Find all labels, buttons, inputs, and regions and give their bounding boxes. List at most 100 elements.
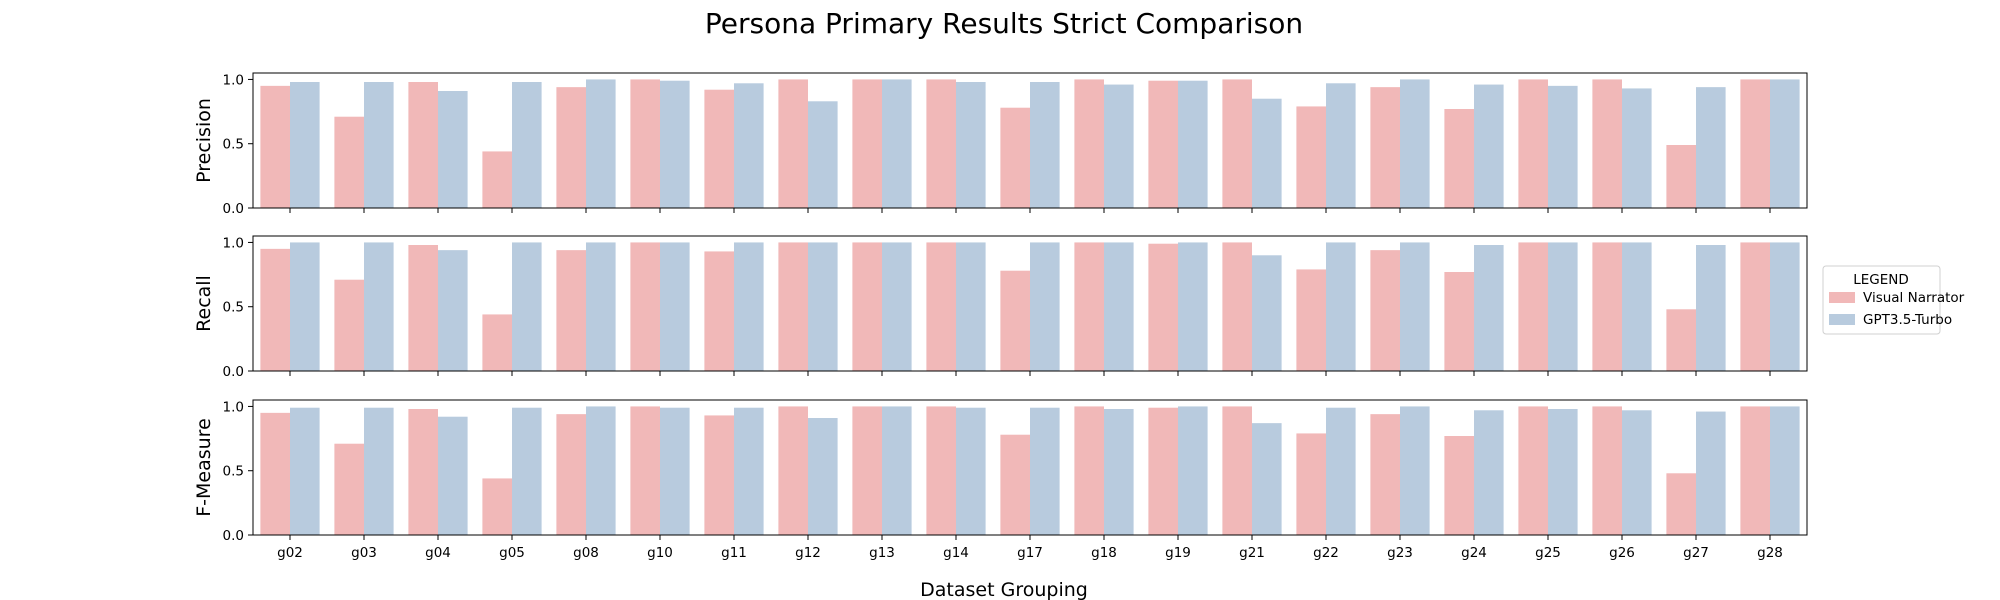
bar-recall-g10-gpt35-turbo [660, 242, 690, 371]
bar-f-measure-g21-visual-narrator [1222, 406, 1252, 535]
y-axis-label-recall: Recall [193, 275, 215, 332]
bar-precision-g02-gpt35-turbo [290, 82, 320, 208]
bar-recall-g11-gpt35-turbo [734, 242, 764, 371]
bar-recall-g12-visual-narrator [778, 242, 808, 371]
bar-recall-g04-gpt35-turbo [438, 250, 468, 371]
x-tick-label-g18: g18 [1091, 545, 1117, 561]
bar-recall-g28-visual-narrator [1740, 242, 1770, 371]
bar-recall-g24-visual-narrator [1444, 272, 1474, 371]
legend-swatch-gpt35-turbo [1829, 314, 1855, 325]
x-tick-label-g02: g02 [277, 545, 303, 561]
bar-recall-g27-visual-narrator [1666, 309, 1696, 371]
bar-f-measure-g26-gpt35-turbo [1622, 410, 1652, 535]
x-tick-label-g25: g25 [1535, 545, 1561, 561]
bar-precision-g19-gpt35-turbo [1178, 80, 1208, 208]
y-tick-label: 1.0 [223, 72, 244, 88]
bar-precision-g21-visual-narrator [1222, 79, 1252, 209]
bar-f-measure-g10-gpt35-turbo [660, 407, 690, 535]
bar-recall-g26-visual-narrator [1592, 242, 1622, 371]
bar-f-measure-g05-visual-narrator [482, 478, 512, 535]
bar-recall-g22-visual-narrator [1296, 269, 1326, 371]
bar-f-measure-g23-gpt35-turbo [1400, 406, 1430, 535]
bar-precision-g25-gpt35-turbo [1548, 85, 1578, 208]
bar-f-measure-g25-gpt35-turbo [1548, 409, 1578, 535]
bar-recall-g04-visual-narrator [408, 245, 438, 371]
bar-precision-g24-visual-narrator [1444, 109, 1474, 208]
bar-f-measure-g27-visual-narrator [1666, 473, 1696, 535]
bar-precision-g24-gpt35-turbo [1474, 84, 1504, 208]
x-tick-label-g11: g11 [721, 545, 747, 561]
x-tick-label-g03: g03 [351, 545, 377, 561]
bar-precision-g23-visual-narrator [1370, 87, 1400, 208]
bar-recall-g28-gpt35-turbo [1770, 242, 1800, 371]
x-tick-label-g27: g27 [1683, 545, 1709, 561]
x-tick-label-g08: g08 [573, 545, 599, 561]
bar-precision-g13-gpt35-turbo [882, 79, 912, 209]
bar-precision-g19-visual-narrator [1148, 80, 1178, 208]
bar-precision-g12-visual-narrator [778, 79, 808, 209]
bar-recall-g25-gpt35-turbo [1548, 242, 1578, 371]
bar-f-measure-g28-visual-narrator [1740, 406, 1770, 535]
bar-recall-g17-gpt35-turbo [1030, 242, 1060, 371]
bar-precision-g27-gpt35-turbo [1696, 87, 1726, 208]
bar-f-measure-g22-gpt35-turbo [1326, 407, 1356, 535]
bar-f-measure-g25-visual-narrator [1518, 406, 1548, 535]
x-tick-label-g19: g19 [1165, 545, 1191, 561]
bar-f-measure-g19-gpt35-turbo [1178, 406, 1208, 535]
bar-f-measure-g23-visual-narrator [1370, 414, 1400, 535]
panel-recall: 0.0 0.5 1.0 Recall [193, 235, 1808, 380]
x-tick-label-g04: g04 [425, 545, 451, 561]
bar-f-measure-g12-gpt35-turbo [808, 418, 838, 535]
bar-recall-g22-gpt35-turbo [1326, 242, 1356, 371]
bar-f-measure-g11-visual-narrator [704, 415, 734, 535]
legend-label-visual-narrator: Visual Narrator [1863, 290, 1965, 306]
bar-precision-g12-gpt35-turbo [808, 101, 838, 208]
bar-precision-g28-visual-narrator [1740, 79, 1770, 209]
bar-recall-g18-visual-narrator [1074, 242, 1104, 371]
bar-precision-g03-gpt35-turbo [364, 82, 394, 208]
bar-recall-g21-visual-narrator [1222, 242, 1252, 371]
panel-f-measure: 0.0 0.5 1.0 g02 g03 g04 g05 g08 g10 g11 g12 g13 g14 g… [193, 399, 1808, 561]
bar-precision-g28-gpt35-turbo [1770, 79, 1800, 209]
x-tick-label-g14: g14 [943, 545, 969, 561]
bar-precision-g03-visual-narrator [334, 116, 364, 208]
bar-precision-g02-visual-narrator [260, 85, 290, 208]
bar-f-measure-g04-visual-narrator [408, 409, 438, 535]
bar-recall-g24-gpt35-turbo [1474, 245, 1504, 371]
bar-recall-g13-visual-narrator [852, 242, 882, 371]
bar-recall-g26-gpt35-turbo [1622, 242, 1652, 371]
bar-f-measure-g12-visual-narrator [778, 406, 808, 535]
bar-f-measure-g28-gpt35-turbo [1770, 406, 1800, 535]
x-tick-label-g28: g28 [1757, 545, 1783, 561]
bar-recall-g03-gpt35-turbo [364, 242, 394, 371]
bar-precision-g25-visual-narrator [1518, 79, 1548, 209]
y-tick-label: 0.5 [223, 464, 244, 480]
bar-f-measure-g03-visual-narrator [334, 443, 364, 535]
bar-f-measure-g04-gpt35-turbo [438, 416, 468, 535]
bar-recall-g14-gpt35-turbo [956, 242, 986, 371]
bar-f-measure-g26-visual-narrator [1592, 406, 1622, 535]
bar-recall-g02-visual-narrator [260, 248, 290, 371]
bar-recall-g23-gpt35-turbo [1400, 242, 1430, 371]
bar-recall-g21-gpt35-turbo [1252, 255, 1282, 371]
bar-precision-g21-gpt35-turbo [1252, 98, 1282, 208]
y-tick-label: 0.0 [223, 528, 244, 544]
panel-precision: 0.0 0.5 1.0 Precision [193, 72, 1808, 217]
bar-precision-g14-gpt35-turbo [956, 82, 986, 208]
x-tick-label-g13: g13 [869, 545, 895, 561]
legend-title: LEGEND [1853, 272, 1909, 288]
bar-f-measure-g10-visual-narrator [630, 406, 660, 535]
bar-f-measure-g19-visual-narrator [1148, 407, 1178, 535]
bar-precision-g10-visual-narrator [630, 79, 660, 209]
bar-precision-g13-visual-narrator [852, 79, 882, 209]
bar-precision-g11-gpt35-turbo [734, 83, 764, 208]
panels-group: 0.0 0.5 1.0 Precision 0.0 0.5 1.0 Recall 0.0 0.5 1… [193, 72, 1808, 561]
y-tick-label: 1.0 [223, 399, 244, 415]
bar-f-measure-g05-gpt35-turbo [512, 407, 542, 535]
bar-recall-g10-visual-narrator [630, 242, 660, 371]
bar-recall-g14-visual-narrator [926, 242, 956, 371]
bar-precision-g22-visual-narrator [1296, 106, 1326, 208]
x-tick-label-g10: g10 [647, 545, 673, 561]
bar-f-measure-g03-gpt35-turbo [364, 407, 394, 535]
